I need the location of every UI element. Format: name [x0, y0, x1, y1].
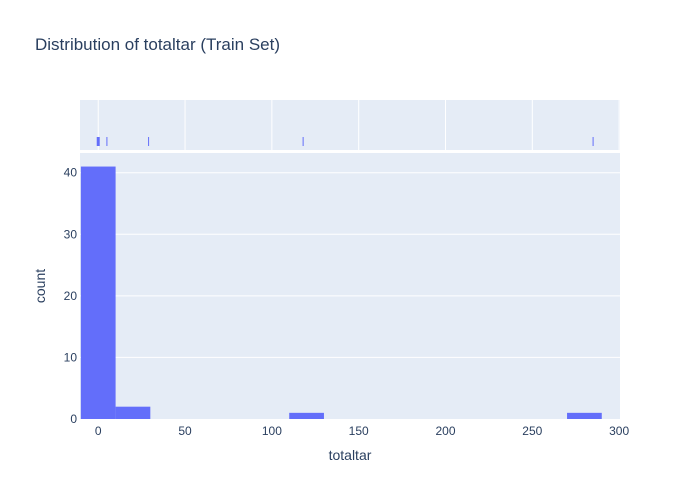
- x-tick-label: 150: [349, 424, 369, 438]
- histogram-bar: [289, 412, 324, 419]
- x-tick-label: 300: [609, 424, 629, 438]
- y-tick-label: 0: [70, 412, 77, 426]
- x-axis-ticks: 0 50 100 150 200 250 300: [95, 424, 630, 438]
- histogram-grid: [80, 172, 620, 358]
- x-tick-label: 200: [435, 424, 455, 438]
- y-axis-ticks: 0 10 20 30 40: [64, 166, 78, 426]
- histogram-bars: [80, 166, 602, 419]
- rug-plot-marks: [96, 137, 594, 146]
- histogram-plot-background: [80, 153, 620, 419]
- y-tick-label: 10: [64, 350, 78, 364]
- rug-plot-grid: [97, 100, 620, 150]
- histogram-bar: [115, 406, 151, 419]
- histogram-bar: [567, 412, 602, 419]
- y-tick-label: 30: [64, 227, 78, 241]
- x-tick-label: 100: [262, 424, 282, 438]
- x-tick-label: 250: [522, 424, 542, 438]
- y-axis-title: count: [32, 269, 48, 303]
- y-tick-label: 20: [64, 289, 78, 303]
- rug-plot-background: [80, 100, 620, 150]
- histogram-bar: [80, 166, 116, 419]
- x-tick-label: 0: [95, 424, 102, 438]
- chart-title: Distribution of totaltar (Train Set): [35, 35, 280, 54]
- x-tick-label: 50: [178, 424, 192, 438]
- x-axis-title: totaltar: [329, 447, 372, 463]
- y-tick-label: 40: [64, 166, 78, 180]
